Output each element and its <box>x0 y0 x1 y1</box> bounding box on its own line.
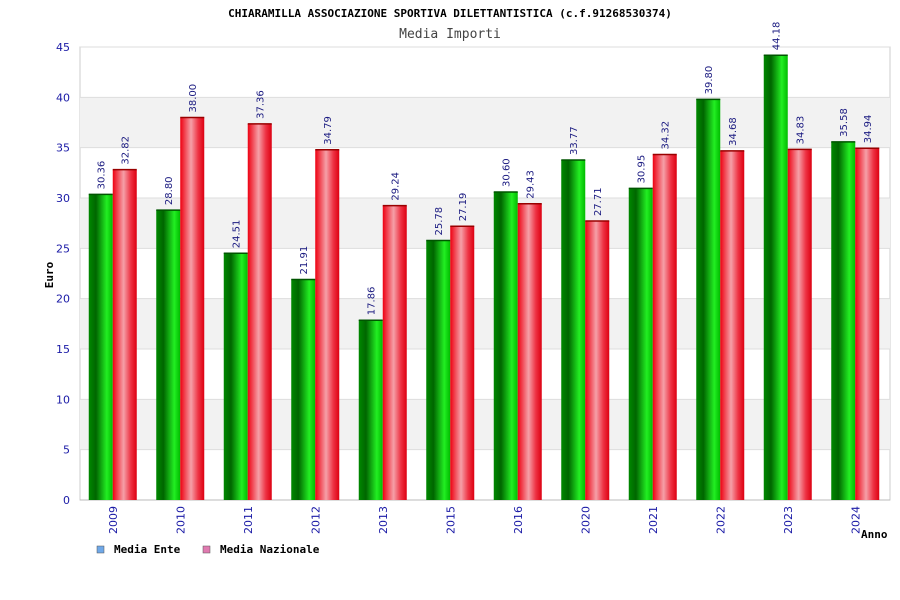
chart-subtitle: Media Importi <box>399 27 501 42</box>
value-labels: 30.36 32.82 28.80 38.00 24.51 37.36 21.91 34.79… <box>97 22 875 316</box>
bar-media-ente <box>561 160 586 501</box>
value-label-media-ente: 28.80 <box>164 176 175 205</box>
bar-media-nazionale <box>787 149 812 501</box>
x-tick-label: 2013 <box>377 506 390 534</box>
plot-area <box>79 46 891 501</box>
value-label-media-nazionale: 34.94 <box>863 115 874 144</box>
bar-media-nazionale <box>517 203 542 500</box>
x-tick-label: 2016 <box>512 506 525 534</box>
bar-media-nazionale <box>382 205 407 500</box>
y-tick-label: 15 <box>56 343 70 356</box>
bar-media-ente <box>223 253 248 500</box>
value-label-media-ente: 25.78 <box>434 207 445 236</box>
value-label-media-ente: 35.58 <box>839 108 850 137</box>
x-tick-label: 2022 <box>714 506 727 534</box>
value-label-media-ente: 17.86 <box>367 287 378 316</box>
legend-swatch <box>96 545 105 554</box>
y-tick-label: 20 <box>56 293 70 306</box>
value-label-media-nazionale: 27.19 <box>458 193 469 222</box>
bar-media-ente <box>88 194 113 500</box>
x-tick-label: 2020 <box>579 506 592 534</box>
legend-label: Media Nazionale <box>220 543 320 556</box>
value-label-media-ente: 33.77 <box>569 126 580 155</box>
value-label-media-nazionale: 34.79 <box>323 116 334 145</box>
value-label-media-ente: 21.91 <box>299 246 310 275</box>
x-axis-ticks: 2009 2010 2011 2012 2013 2015 2016 2020 2021 2022… <box>107 506 863 534</box>
y-tick-label: 35 <box>56 142 70 155</box>
y-axis-ticks: 0 5 10 15 20 25 30 35 40 45 <box>56 41 70 507</box>
value-label-media-nazionale: 38.00 <box>188 84 199 113</box>
x-tick-label: 2012 <box>309 506 322 534</box>
legend: Media Ente Media Nazionale <box>96 543 320 556</box>
bar-media-ente <box>696 99 721 500</box>
value-label-media-nazionale: 34.83 <box>796 116 807 145</box>
plot-band <box>80 97 890 148</box>
value-label-media-ente: 44.18 <box>772 22 783 51</box>
value-label-media-nazionale: 32.82 <box>121 136 132 165</box>
bar-media-nazionale <box>855 148 880 500</box>
y-tick-label: 25 <box>56 242 70 255</box>
bar-media-nazionale <box>315 149 340 500</box>
y-tick-label: 30 <box>56 192 70 205</box>
value-label-media-nazionale: 34.68 <box>728 117 739 146</box>
bar-media-nazionale <box>720 150 745 500</box>
bar-media-ente <box>493 191 518 500</box>
bar-media-nazionale <box>652 154 677 500</box>
bar-media-ente <box>426 240 451 501</box>
bar-media-nazionale <box>180 117 205 500</box>
x-axis-label: Anno <box>861 528 888 541</box>
y-axis-label: Euro <box>43 261 56 288</box>
x-tick-label: 2024 <box>849 506 862 534</box>
x-tick-label: 2011 <box>242 506 255 534</box>
value-label-media-nazionale: 29.24 <box>391 172 402 201</box>
bar-media-ente <box>156 210 181 500</box>
value-label-media-nazionale: 29.43 <box>526 170 537 199</box>
x-tick-label: 2023 <box>782 506 795 534</box>
x-tick-label: 2015 <box>444 506 457 534</box>
bar-media-ente <box>358 320 383 500</box>
plot-band <box>80 298 890 349</box>
bar-media-nazionale <box>585 221 610 500</box>
y-tick-label: 45 <box>56 41 70 54</box>
value-label-media-ente: 39.80 <box>704 66 715 95</box>
legend-swatch <box>202 545 211 554</box>
bars <box>88 54 880 501</box>
legend-label: Media Ente <box>114 543 181 556</box>
bar-media-nazionale <box>112 169 137 500</box>
value-label-media-nazionale: 34.32 <box>661 121 672 150</box>
value-label-media-nazionale: 27.71 <box>593 187 604 216</box>
y-tick-label: 0 <box>63 494 70 507</box>
plot-band <box>80 198 890 249</box>
value-label-media-ente: 24.51 <box>232 220 243 249</box>
bar-media-ente <box>763 55 788 500</box>
value-label-media-ente: 30.60 <box>502 158 513 187</box>
plot-band <box>80 399 890 450</box>
bar-media-ente <box>291 279 316 500</box>
bar-media-ente <box>831 141 856 500</box>
bar-media-nazionale <box>450 226 475 500</box>
x-tick-label: 2010 <box>174 506 187 534</box>
chart-title: CHIARAMILLA ASSOCIAZIONE SPORTIVA DILETT… <box>228 7 672 20</box>
value-label-media-ente: 30.36 <box>97 161 108 190</box>
gridlines <box>80 46 890 501</box>
y-tick-label: 5 <box>63 444 70 457</box>
value-label-media-nazionale: 37.36 <box>256 90 267 119</box>
y-tick-label: 10 <box>56 393 70 406</box>
x-tick-label: 2021 <box>647 506 660 534</box>
value-label-media-ente: 30.95 <box>637 155 648 184</box>
bar-media-ente <box>628 188 653 501</box>
x-tick-label: 2009 <box>107 506 120 534</box>
y-tick-label: 40 <box>56 91 70 104</box>
bar-media-nazionale <box>247 123 272 500</box>
